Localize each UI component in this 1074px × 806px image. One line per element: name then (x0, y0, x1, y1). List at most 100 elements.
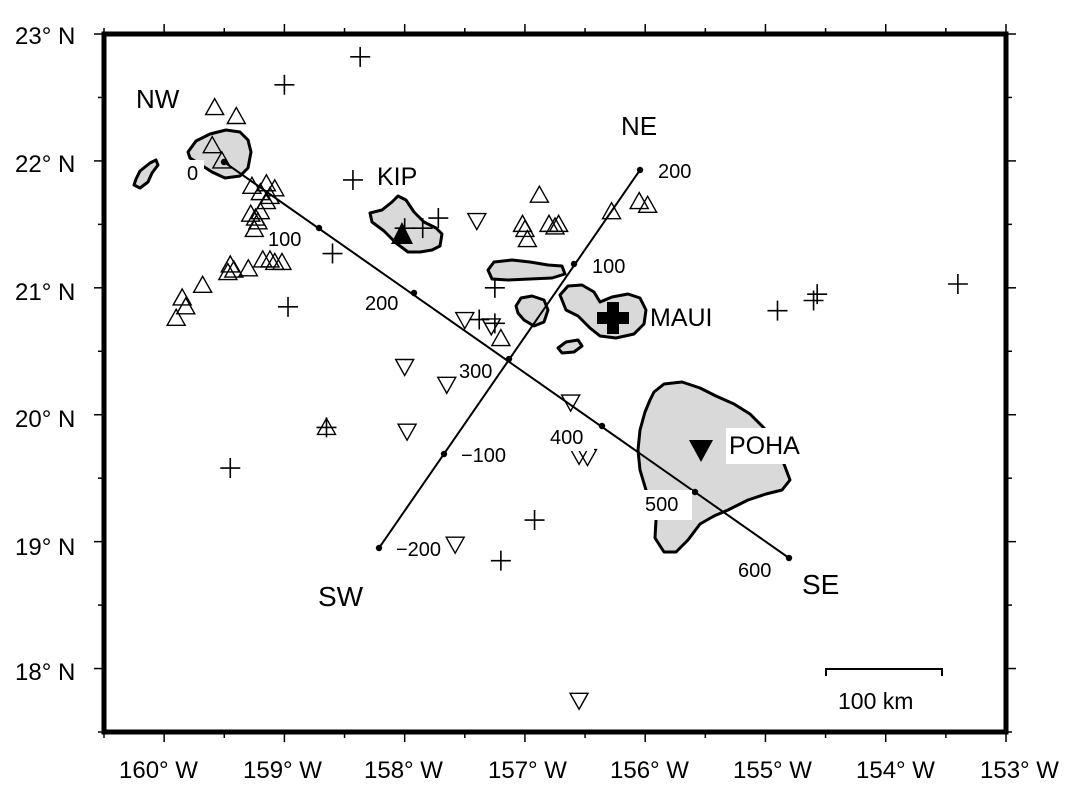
event-triangle (637, 194, 658, 214)
dist-label-m200: −200 (396, 539, 441, 561)
event-inverted-triangle (568, 692, 590, 711)
tick-dot-nw-500 (691, 488, 699, 496)
event-triangle (223, 259, 245, 278)
y-tick-label-18n: 18° N (15, 659, 75, 686)
y-tick-label-20n: 20° N (15, 406, 75, 433)
event-triangle (202, 135, 223, 154)
event-cross (767, 300, 788, 321)
event-crosses (220, 46, 968, 571)
scale-bar: 100 km (825, 668, 943, 714)
island-molokai (486, 258, 567, 282)
event-triangle (548, 213, 569, 233)
scale-bar-label: 100 km (838, 688, 913, 714)
event-cross (484, 277, 505, 298)
dist-label-600: 600 (738, 560, 771, 582)
event-triangle (490, 328, 512, 347)
dist-label-300: 300 (459, 361, 492, 383)
event-cross (220, 458, 241, 479)
station-poha-inverted-triangle (689, 440, 713, 462)
event-triangle (226, 106, 247, 125)
island-maui (558, 283, 648, 340)
event-triangle (175, 296, 196, 315)
event-triangle (517, 229, 538, 248)
direction-se: SE (802, 569, 839, 600)
dist-label-0: 0 (187, 163, 198, 185)
axis-ticks (94, 24, 1016, 742)
event-triangle (529, 184, 550, 203)
island-kahoolawe (556, 338, 584, 355)
y-tick-label-21n: 21° N (15, 279, 75, 306)
direction-ne: NE (621, 111, 657, 141)
dist-label-200: 200 (365, 293, 398, 315)
profile-lines (220, 158, 793, 562)
event-triangle (259, 249, 281, 268)
tick-dot-nw-0 (220, 158, 228, 166)
event-cross (469, 309, 490, 330)
event-inverted-triangle (466, 212, 488, 231)
event-triangle (240, 203, 261, 222)
x-tick-label-156w: 156° W (610, 757, 689, 784)
station-label-kip: KIP (377, 163, 417, 191)
x-tick-label-159w: 159° W (243, 757, 322, 784)
tick-dot-sw-m100 (440, 450, 448, 458)
dist-label-p100: 100 (592, 256, 625, 278)
event-cross (484, 313, 505, 334)
label-box-0 (184, 160, 204, 186)
dist-label-m100: −100 (461, 445, 506, 467)
event-cross (803, 290, 824, 311)
event-triangle (244, 219, 265, 238)
event-inverted-triangle (454, 311, 475, 330)
distance-labels: 0 100 200 300 400 500 600 −200 −100 100 … (187, 161, 771, 582)
station-label-poha: POHA (729, 432, 800, 460)
label-box-kip (372, 160, 428, 192)
dist-label-p200: 200 (658, 161, 691, 183)
event-triangles (165, 97, 658, 436)
station-labels: KIP MAUI POHA (377, 163, 800, 460)
event-triangle (271, 252, 293, 271)
event-triangle (250, 201, 271, 220)
y-tick-label-23n: 23° N (15, 23, 75, 50)
x-tick-label-158w: 158° W (364, 757, 443, 784)
event-triangle (256, 191, 277, 210)
event-cross (524, 510, 545, 531)
tick-dot-sw-m200 (375, 544, 383, 552)
event-cross (412, 218, 433, 239)
event-cross (428, 208, 449, 229)
event-cross (490, 550, 511, 571)
profile-tick-dots (220, 158, 793, 562)
scale-bar-line (825, 668, 943, 676)
x-tick-label-154w: 154° W (856, 757, 935, 784)
event-triangle (192, 274, 213, 293)
event-triangle (601, 201, 622, 220)
station-maui-cross (597, 302, 629, 334)
event-triangle (165, 307, 187, 326)
y-tick-label-22n: 22° N (15, 151, 75, 178)
island-niihau (132, 158, 160, 190)
tick-dot-sw-100 (570, 260, 578, 268)
label-box-400 (546, 423, 594, 451)
tick-dot-nw-400 (598, 422, 606, 430)
tick-dot-nw-600 (785, 554, 793, 562)
event-inverted-triangles (394, 212, 598, 711)
x-axis-labels: 160° W 159° W 158° W 157° W 156° W 155° … (119, 757, 1059, 784)
event-cross (342, 169, 363, 190)
label-box-poha (726, 428, 816, 464)
station-label-maui: MAUI (650, 304, 713, 332)
tick-dot-nw-300 (505, 355, 513, 363)
tick-dot-nw-200 (410, 289, 418, 297)
event-triangle (211, 150, 233, 169)
event-cross (316, 417, 337, 438)
label-box-500 (640, 490, 692, 520)
event-triangle (256, 173, 277, 192)
event-cross (947, 274, 968, 295)
island-lanai (514, 294, 550, 328)
event-triangle (250, 182, 271, 201)
event-triangle (204, 97, 225, 116)
event-inverted-triangle (436, 376, 457, 395)
event-cross (278, 296, 299, 317)
direction-sw: SW (318, 581, 364, 612)
x-tick-label-157w: 157° W (488, 757, 567, 784)
tick-dot-nw-100 (315, 224, 323, 232)
event-inverted-triangle (577, 448, 598, 468)
